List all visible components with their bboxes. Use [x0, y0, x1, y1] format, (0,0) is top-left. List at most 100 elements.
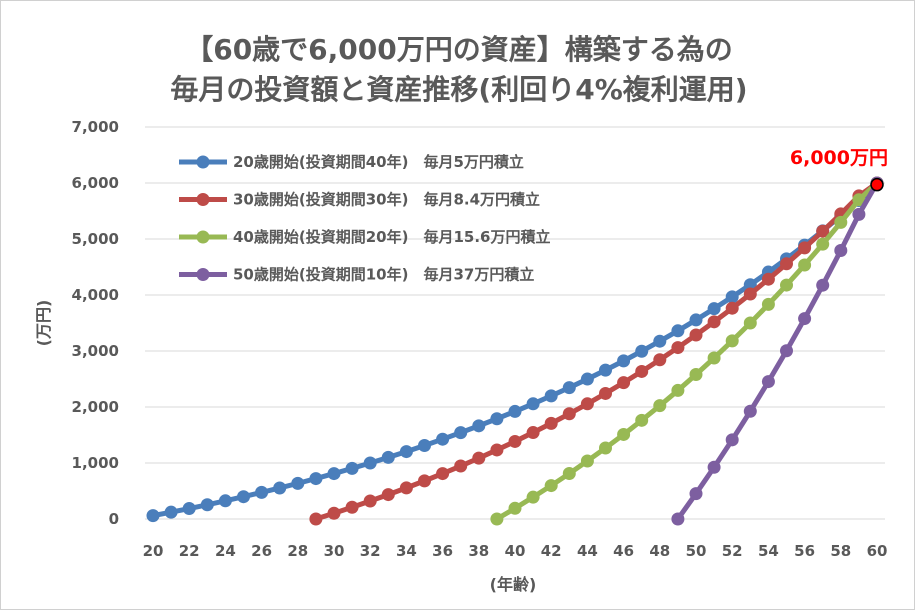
data-point [725, 334, 739, 348]
data-point [743, 278, 757, 292]
legend-swatch-marker [196, 268, 210, 281]
x-tick-label: 26 [251, 542, 272, 560]
legend-item: 50歳開始(投資期間10年) 毎月37万円積立 [179, 266, 534, 284]
data-point [635, 413, 649, 427]
title-line-2: 毎月の投資額と資産推移(利回り4%複利運用) [170, 73, 747, 106]
data-point [689, 328, 703, 342]
data-point [580, 397, 594, 411]
data-point [671, 383, 685, 397]
data-point [780, 344, 793, 358]
legend: 20歳開始(投資期間40年) 毎月5万円積立 30歳開始(投資期間30年) 毎月8… [179, 153, 550, 284]
data-point [309, 472, 323, 486]
data-point [743, 316, 757, 330]
data-point [707, 351, 721, 365]
x-tick-label: 54 [758, 542, 779, 560]
data-point [255, 485, 269, 499]
x-tick-label: 28 [287, 542, 308, 560]
data-point [508, 404, 522, 418]
x-tick-label: 36 [432, 542, 453, 560]
x-tick-label: 20 [143, 542, 164, 560]
data-point [399, 445, 413, 459]
data-point [580, 454, 594, 468]
series-2 [309, 176, 884, 526]
x-axis-label: (年齢) [490, 575, 537, 594]
chart-title: 【60歳で6,000万円の資産】構築する為の 毎月の投資額と資産推移(利回り4%… [170, 33, 747, 106]
y-tick-label: 2,000 [72, 398, 119, 416]
series-4 [671, 176, 884, 526]
annotation-layer: 6,000万円 [790, 147, 888, 192]
data-point [816, 237, 830, 251]
y-tick-label: 3,000 [72, 342, 119, 360]
data-point [798, 312, 812, 326]
data-point [345, 500, 359, 514]
data-point [526, 490, 540, 504]
data-point [834, 243, 848, 257]
x-tick-label: 44 [577, 542, 598, 560]
legend-swatch-marker [196, 230, 210, 244]
data-point [146, 509, 160, 523]
data-point [436, 432, 450, 446]
data-point [237, 490, 250, 504]
data-point [454, 459, 468, 473]
title-line-1: 【60歳で6,000万円の資産】構築する為の [185, 33, 733, 66]
x-axis-ticks: 20 22 24 26 28 30 32 34 36 38 40 42 44 46 48 50 52 54 56 58… [143, 542, 888, 560]
data-point [599, 386, 612, 400]
data-point [526, 397, 540, 411]
x-tick-label: 46 [613, 542, 634, 560]
data-point [653, 334, 667, 348]
data-point [381, 488, 395, 502]
data-point [671, 512, 685, 526]
y-tick-label: 4,000 [72, 286, 119, 304]
data-point [562, 407, 576, 421]
data-point [617, 376, 631, 390]
data-point [544, 416, 558, 430]
legend-item: 40歳開始(投資期間20年) 毎月15.6万円積立 [179, 228, 550, 246]
data-point [599, 441, 612, 455]
data-point [472, 451, 486, 465]
series-layer [146, 176, 884, 526]
data-point [363, 494, 377, 508]
data-point [798, 241, 812, 255]
data-point [798, 258, 812, 272]
x-tick-label: 60 [867, 542, 888, 560]
x-tick-label: 58 [830, 542, 851, 560]
data-point [743, 287, 757, 301]
data-point [472, 419, 486, 433]
data-point [580, 372, 594, 386]
annotation-label: 6,000万円 [790, 147, 888, 169]
x-tick-label: 40 [505, 542, 526, 560]
data-point [345, 461, 359, 475]
legend-label: 30歳開始(投資期間30年) 毎月8.4万円積立 [233, 191, 540, 209]
legend-item: 30歳開始(投資期間30年) 毎月8.4万円積立 [179, 191, 540, 209]
data-point [617, 427, 631, 441]
data-point [689, 487, 703, 501]
data-point [671, 341, 685, 355]
legend-item: 20歳開始(投資期間40年) 毎月5万円積立 [179, 153, 524, 171]
data-point [544, 389, 558, 403]
data-point [526, 426, 540, 440]
data-point [454, 426, 468, 440]
x-tick-label: 52 [722, 542, 743, 560]
data-point [490, 412, 504, 426]
data-point [653, 399, 667, 413]
x-tick-label: 22 [179, 542, 200, 560]
x-tick-label: 56 [794, 542, 815, 560]
data-point [707, 315, 721, 329]
legend-swatch-marker [196, 155, 210, 169]
x-tick-label: 50 [686, 542, 707, 560]
data-point [707, 302, 721, 316]
legend-label: 40歳開始(投資期間20年) 毎月15.6万円積立 [233, 228, 550, 246]
data-point [780, 278, 793, 292]
data-point [327, 506, 341, 520]
data-point [725, 433, 739, 447]
x-tick-label: 48 [649, 542, 670, 560]
x-tick-label: 32 [360, 542, 381, 560]
y-tick-label: 7,000 [72, 118, 119, 136]
y-tick-label: 1,000 [72, 454, 119, 472]
data-point [689, 313, 703, 327]
y-axis-ticks: 0 1,000 2,000 3,000 4,000 5,000 6,000 7,000 [72, 118, 119, 528]
data-point [761, 272, 775, 286]
data-point [671, 324, 685, 338]
data-point [436, 467, 450, 481]
